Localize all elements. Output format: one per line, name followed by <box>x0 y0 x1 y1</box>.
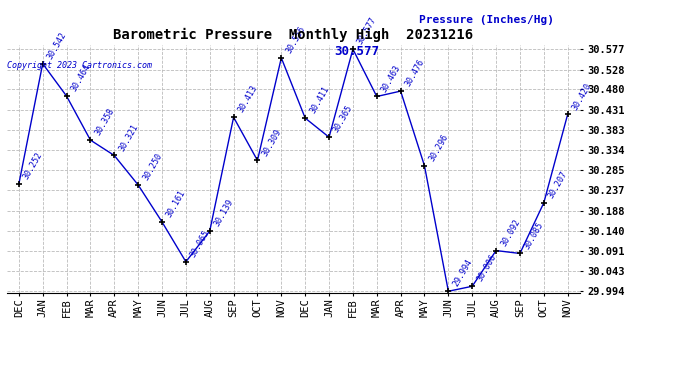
Text: 30.161: 30.161 <box>165 189 188 219</box>
Text: 30.252: 30.252 <box>21 151 44 182</box>
Text: 30.476: 30.476 <box>404 58 426 88</box>
Text: 30.092: 30.092 <box>499 217 522 248</box>
Text: 30.296: 30.296 <box>427 133 450 163</box>
Text: 30.420: 30.420 <box>571 81 593 112</box>
Text: 30.006: 30.006 <box>475 253 497 284</box>
Text: 30.065: 30.065 <box>188 228 211 259</box>
Text: 30.411: 30.411 <box>308 85 331 115</box>
Text: 30.413: 30.413 <box>237 84 259 114</box>
Text: 29.994: 29.994 <box>451 258 474 288</box>
Text: Pressure (Inches/Hg): Pressure (Inches/Hg) <box>420 15 554 25</box>
Text: 30.577: 30.577 <box>334 45 379 58</box>
Text: 30.463: 30.463 <box>380 63 402 94</box>
Text: 30.309: 30.309 <box>260 127 283 158</box>
Text: 30.365: 30.365 <box>332 104 355 134</box>
Text: 30.577: 30.577 <box>355 16 379 46</box>
Text: 30.358: 30.358 <box>93 107 116 137</box>
Title: Barometric Pressure  Monthly High  20231216: Barometric Pressure Monthly High 2023121… <box>113 28 473 42</box>
Text: 30.321: 30.321 <box>117 122 140 153</box>
Text: 30.250: 30.250 <box>141 152 164 182</box>
Text: 30.556: 30.556 <box>284 25 307 55</box>
Text: Copyright 2023 Cartronics.com: Copyright 2023 Cartronics.com <box>7 61 152 70</box>
Text: 30.085: 30.085 <box>523 220 546 251</box>
Text: 30.542: 30.542 <box>46 30 68 61</box>
Text: 30.139: 30.139 <box>213 198 235 228</box>
Text: 30.207: 30.207 <box>546 170 569 200</box>
Text: 30.464: 30.464 <box>69 63 92 93</box>
